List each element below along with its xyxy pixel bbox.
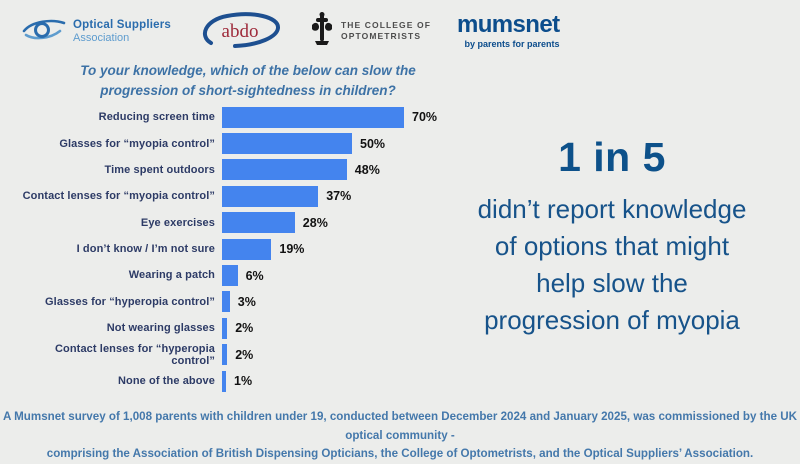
bar-track: 37% (222, 185, 437, 207)
bar-chart-row: Not wearing glasses 2% (12, 315, 437, 341)
bar-category-label: Not wearing glasses (106, 322, 215, 335)
bar-track: 19% (222, 238, 437, 260)
key-finding-body-line4: progression of myopia (484, 304, 740, 335)
college-logo-line1: THE COLLEGE OF (340, 20, 431, 31)
bar (222, 185, 319, 207)
key-finding-body: didn’t report knowledge of options that … (432, 191, 792, 339)
bar-chart: Reducing screen time 70% Glasses for “my… (12, 104, 437, 394)
bar-chart-row: Glasses for “myopia control” 50% (12, 130, 437, 156)
mumsnet-logo-text: mumsnet by parents for parents (457, 11, 560, 50)
bar-category-label: Contact lenses for “hyperopia control” (55, 342, 215, 367)
bar (222, 344, 228, 366)
bar (222, 159, 347, 181)
logo-optical-suppliers-association: Optical Suppliers Association (22, 14, 171, 49)
logo-abdo: abdo (197, 10, 283, 52)
bar-chart-row: I don’t know / I’m not sure 19% (12, 236, 437, 262)
key-finding-headline: 1 in 5 (558, 134, 666, 180)
bar-track: 48% (222, 159, 437, 181)
chart-title: To your knowledge, which of the below ca… (28, 61, 468, 102)
bar-category-label: Wearing a patch (128, 269, 215, 282)
key-finding-panel: 1 in 5 didn’t report knowledge of option… (432, 134, 792, 339)
bar (222, 133, 352, 155)
bar-category-label: I don’t know / I’m not sure (76, 243, 215, 256)
bar-value-label: 19% (279, 242, 305, 257)
college-crest-icon (309, 11, 335, 52)
bar-category-label: Time spent outdoors (104, 163, 215, 176)
bar (222, 265, 238, 287)
bar-track: 2% (222, 317, 437, 339)
osa-logo-text: Optical Suppliers Association (73, 19, 171, 44)
bar-track: 28% (222, 212, 437, 234)
mumsnet-wordmark: mumsnet (457, 11, 560, 38)
key-finding-body-line2: of options that might (494, 230, 730, 261)
key-finding-body-line3: help slow the (536, 267, 688, 298)
bar-category-label: Glasses for “myopia control” (59, 137, 215, 150)
osa-eye-icon (22, 14, 66, 49)
bar-value-label: 2% (235, 321, 254, 336)
bar-value-label: 1% (234, 374, 253, 389)
bar-track: 2% (222, 344, 437, 366)
bar-value-label: 2% (235, 347, 254, 362)
bar (222, 212, 295, 234)
bar-chart-row: Contact lenses for “hyperopia control” 2… (12, 342, 437, 368)
bar-track: 50% (222, 133, 437, 155)
bar-category-label: Eye exercises (140, 216, 215, 229)
bar-category-label: Contact lenses for “myopia control” (22, 190, 215, 203)
bar-value-label: 37% (326, 189, 352, 204)
bar-chart-row: None of the above 1% (12, 368, 437, 394)
bar (222, 291, 230, 313)
mumsnet-tagline: by parents for parents (464, 39, 560, 49)
survey-methodology-line1: A Mumsnet survey of 1,008 parents with c… (2, 410, 797, 442)
bar-track: 70% (222, 106, 438, 128)
college-logo-text: THE COLLEGE OF OPTOMETRISTS (341, 20, 431, 41)
infographic-canvas: Optical Suppliers Association abdo (2, 8, 797, 461)
partner-logos-bar: Optical Suppliers Association abdo (22, 8, 560, 54)
survey-methodology-line2: comprising the Association of British Di… (46, 447, 754, 461)
abdo-logo-text: abdo (222, 21, 259, 42)
abdo-swoosh-icon: abdo (197, 10, 283, 52)
bar-value-label: 3% (237, 294, 256, 309)
bar-chart-row: Time spent outdoors 48% (12, 157, 437, 183)
bar-value-label: 70% (412, 110, 438, 125)
logo-mumsnet: mumsnet by parents for parents (457, 11, 560, 50)
bar-value-label: 6% (245, 268, 264, 283)
bar-value-label: 28% (302, 215, 328, 230)
bar-category-label: None of the above (117, 375, 215, 388)
chart-title-line2: progression of short-sightedness in chil… (100, 83, 396, 99)
bar-chart-row: Glasses for “hyperopia control” 3% (12, 289, 437, 315)
bar-category-label: Reducing screen time (98, 111, 215, 124)
bar-track: 1% (222, 370, 437, 392)
bar-value-label: 50% (360, 136, 386, 151)
bar (222, 370, 226, 392)
osa-logo-line1: Optical Suppliers (73, 18, 171, 31)
bar-track: 3% (222, 291, 437, 313)
college-logo-line2: OPTOMETRISTS (340, 31, 422, 41)
bar (222, 106, 404, 128)
bar-chart-row: Reducing screen time 70% (12, 104, 437, 130)
osa-logo-line2: Association (73, 31, 130, 44)
bar-value-label: 48% (354, 162, 380, 177)
bar-chart-row: Eye exercises 28% (12, 210, 437, 236)
bar (222, 238, 272, 260)
bar-chart-row: Wearing a patch 6% (12, 262, 437, 288)
survey-methodology-note: A Mumsnet survey of 1,008 parents with c… (0, 408, 800, 464)
bar-chart-row: Contact lenses for “myopia control” 37% (12, 183, 437, 209)
bar-track: 6% (222, 265, 437, 287)
logo-college-of-optometrists: THE COLLEGE OF OPTOMETRISTS (309, 11, 431, 52)
bar-category-label: Glasses for “hyperopia control” (45, 295, 215, 308)
bar (222, 317, 228, 339)
chart-title-line1: To your knowledge, which of the below ca… (80, 63, 416, 78)
key-finding-body-line1: didn’t report knowledge (477, 194, 747, 224)
